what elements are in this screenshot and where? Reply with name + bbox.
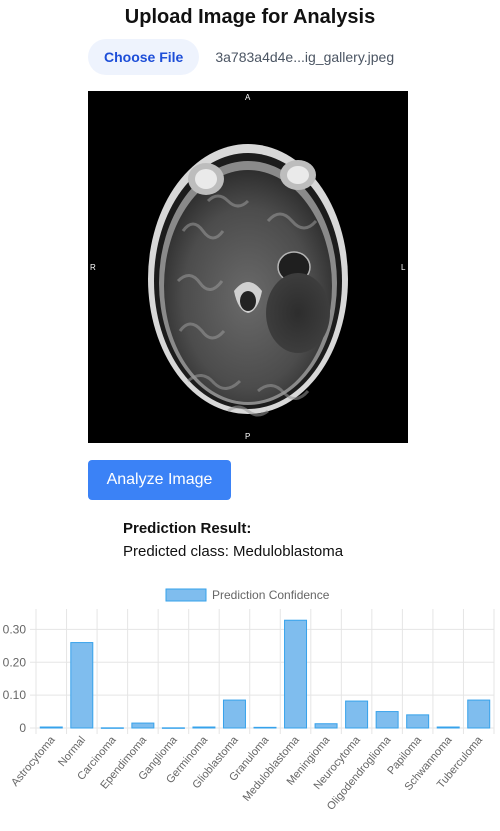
y-tick-label: 0 <box>19 721 26 735</box>
prediction-confidence-chart: Prediction Confidence 0 0.10 0.20 0.30 Astroc… <box>0 580 500 831</box>
file-upload-row: Choose File 3a783a4d4e...ig_gallery.jpeg <box>88 39 394 75</box>
x-tick-label: Astrocytoma <box>9 734 58 789</box>
y-tick-label: 0.20 <box>3 655 27 669</box>
chart-bar <box>314 723 338 729</box>
chart-svg: Prediction Confidence 0 0.10 0.20 0.30 Astroc… <box>3 588 495 813</box>
analyze-image-button[interactable]: Analyze Image <box>88 460 231 500</box>
prediction-result: Prediction Result: Predicted class: Medu… <box>123 520 343 560</box>
y-tick-label: 0.10 <box>3 688 27 702</box>
chart-bar <box>222 699 246 729</box>
brain-scan-image <box>148 144 348 417</box>
chart-bar <box>70 642 94 729</box>
predicted-class-text: Predicted class: Meduloblastoma <box>123 543 344 560</box>
selected-file-name: 3a783a4d4e...ig_gallery.jpeg <box>215 49 395 65</box>
chart-bar <box>284 619 308 729</box>
orientation-label-top: A <box>245 93 251 102</box>
chart-bar <box>467 699 491 729</box>
choose-file-button[interactable]: Choose File <box>88 39 200 75</box>
legend-swatch <box>165 588 207 602</box>
orientation-label-bottom: P <box>245 432 251 441</box>
orientation-label-right: L <box>401 263 406 272</box>
chart-bar <box>406 714 430 729</box>
chart-bar <box>192 726 216 729</box>
chart-bar <box>436 726 460 729</box>
legend-label: Prediction Confidence <box>212 588 330 602</box>
mri-scan-preview: A P R L <box>88 91 408 443</box>
page-title: Upload Image for Analysis <box>124 6 376 28</box>
chart-bar <box>161 727 185 729</box>
chart-bar <box>253 726 277 729</box>
chart-bar <box>345 700 369 729</box>
chart-bar <box>131 722 155 729</box>
chart-bar <box>39 726 63 729</box>
y-tick-label: 0.30 <box>3 622 27 636</box>
orientation-label-left: R <box>90 263 96 272</box>
chart-bar <box>375 711 399 729</box>
prediction-result-heading: Prediction Result: <box>123 520 252 537</box>
chart-bar <box>100 727 124 729</box>
